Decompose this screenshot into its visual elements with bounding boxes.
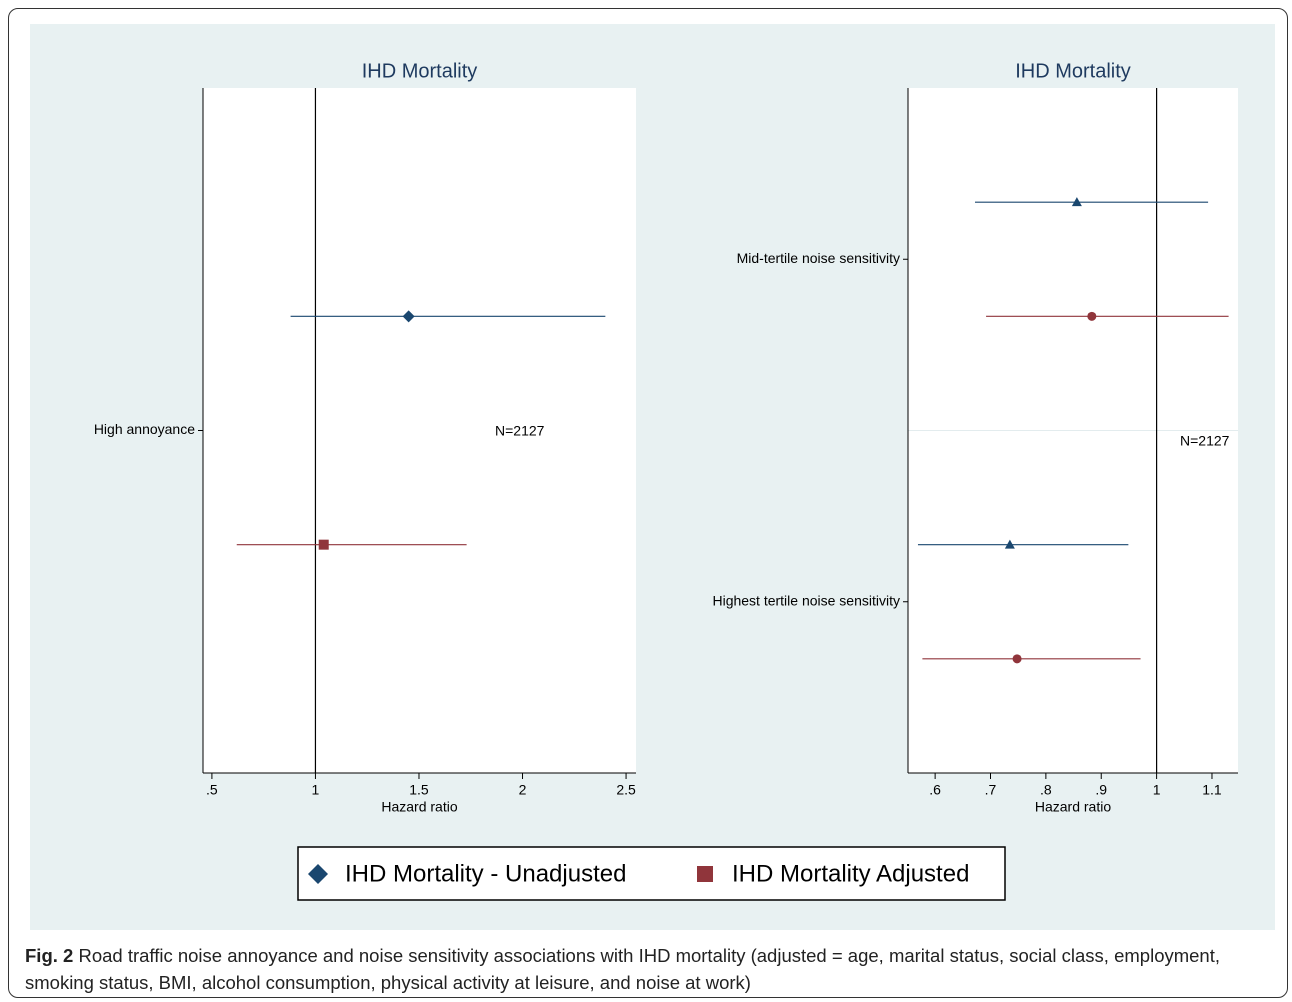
y-tick-label: High annoyance (94, 421, 195, 437)
point (1087, 311, 1097, 321)
point (402, 310, 415, 323)
x-tick-label: 2 (519, 782, 527, 798)
x-tick-label: .8 (1040, 782, 1052, 798)
x-axis-label: Hazard ratio (381, 799, 457, 815)
y-tick-label: Highest tertile noise sensitivity (712, 592, 900, 608)
point (1004, 539, 1015, 549)
annotation: N=2127 (495, 423, 545, 439)
x-tick-label: 1 (1153, 782, 1161, 798)
figure-frame (8, 8, 1288, 998)
y-tick-label: Mid-tertile noise sensitivity (737, 250, 900, 266)
caption-label: Fig. 2 (25, 945, 74, 966)
legend-marker (697, 866, 713, 882)
point (1012, 654, 1022, 664)
x-tick-label: 2.5 (616, 782, 636, 798)
x-tick-label: 1 (312, 782, 320, 798)
legend-label: IHD Mortality - Unadjusted (345, 860, 626, 887)
legend-label: IHD Mortality Adjusted (732, 860, 969, 887)
x-tick-label: .7 (985, 782, 997, 798)
x-tick-label: .5 (206, 782, 218, 798)
x-tick-label: .6 (929, 782, 941, 798)
caption-text: Road traffic noise annoyance and noise s… (25, 945, 1220, 993)
chart-title: IHD Mortality (1015, 60, 1131, 82)
point (1071, 197, 1082, 207)
x-tick-label: 1.1 (1202, 782, 1222, 798)
x-tick-label: .9 (1095, 782, 1107, 798)
caption: Fig. 2 Road traffic noise annoyance and … (25, 942, 1275, 996)
legend-box (297, 846, 1006, 901)
point (318, 539, 329, 550)
x-axis-label: Hazard ratio (1035, 799, 1111, 815)
plot-area (203, 88, 636, 773)
annotation: N=2127 (1180, 433, 1230, 449)
legend-marker (308, 864, 328, 884)
chart-title: IHD Mortality (362, 60, 478, 82)
x-tick-label: 1.5 (409, 782, 429, 798)
